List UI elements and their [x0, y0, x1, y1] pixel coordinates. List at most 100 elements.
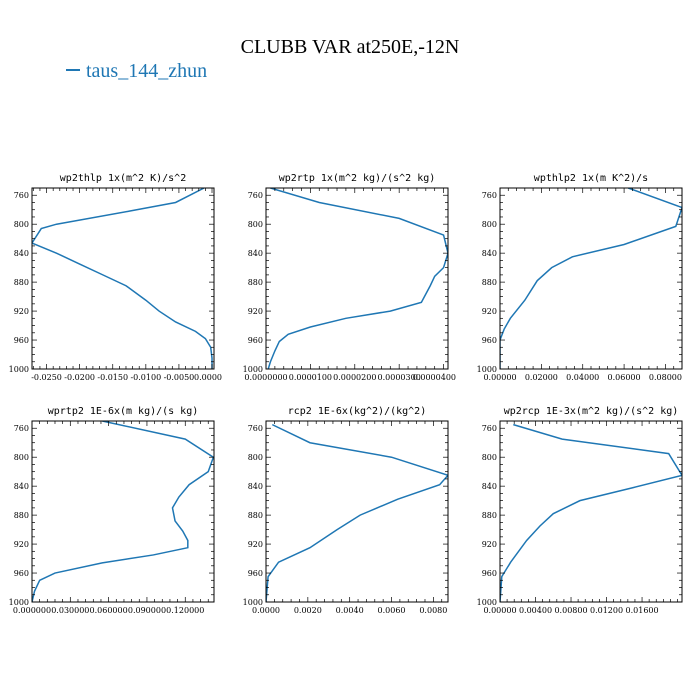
x-tick-label: 0.0020	[294, 606, 322, 615]
y-tick-label: 880	[14, 278, 29, 287]
x-tick-label: 0.04000	[566, 373, 599, 382]
legend: taus_144_zhun	[66, 60, 207, 83]
y-tick-label: 880	[14, 511, 29, 520]
x-tick-label: 0.06000	[608, 373, 641, 382]
x-tick-label: 0.01200	[590, 606, 623, 615]
panel-title: wp2rtp 1x(m^2 kg)/(s^2 kg)	[279, 173, 436, 184]
y-tick-label: 880	[482, 511, 497, 520]
x-tick-label: -0.0100	[130, 373, 161, 382]
series-line	[32, 421, 214, 602]
x-tick-label: 0.0000300	[378, 373, 421, 382]
y-tick-label: 760	[482, 191, 497, 200]
x-tick-label: 0.0000000	[244, 373, 287, 382]
plot-frame	[31, 187, 215, 370]
y-tick-label: 920	[482, 307, 497, 316]
y-tick-label: 880	[248, 278, 263, 287]
y-tick-label: 760	[248, 191, 263, 200]
x-tick-label: -0.0150	[97, 373, 128, 382]
y-tick-label: 920	[248, 307, 263, 316]
x-tick-label: -0.0050	[164, 373, 195, 382]
chart-panel-2: wp2rtp 1x(m^2 kg)/(s^2 kg) 760 800 840 880 92…	[243, 173, 456, 382]
panel-title: wp2thlp 1x(m^2 K)/s^2	[60, 173, 186, 184]
y-tick-label: 760	[482, 424, 497, 433]
series-line	[267, 188, 448, 369]
y-tick-label: 1000	[477, 598, 497, 607]
x-tick-label: 0.0040	[336, 606, 364, 615]
x-tick-label: 0.000000	[13, 606, 51, 615]
chart-panel-6: wp2rcp 1E-3x(m^2 kg)/(s^2 kg) 760 800 840 88…	[477, 406, 683, 615]
x-tick-label: 0.00000	[483, 373, 516, 382]
y-tick-label: 960	[14, 569, 29, 578]
y-tick-label: 880	[482, 278, 497, 287]
y-tick-label: 920	[14, 540, 29, 549]
y-tick-label: 1000	[243, 598, 263, 607]
y-tick-label: 1000	[9, 598, 29, 607]
y-tick-label: 1000	[243, 365, 263, 374]
chart-panel-4: wprtp2 1E-6x(m kg)/(s kg) 760 800 840 880 920…	[9, 406, 215, 615]
y-tick-label: 920	[248, 540, 263, 549]
y-tick-label: 800	[482, 220, 497, 229]
series-line	[500, 423, 682, 602]
x-tick-label: -0.0200	[64, 373, 95, 382]
y-tick-label: 800	[482, 453, 497, 462]
y-tick-label: 760	[248, 424, 263, 433]
x-tick-label: 0.0000100	[289, 373, 332, 382]
y-tick-label: 760	[14, 424, 29, 433]
y-tick-label: 1000	[477, 365, 497, 374]
y-tick-label: 960	[482, 336, 497, 345]
y-tick-label: 800	[248, 453, 263, 462]
y-tick-label: 920	[482, 540, 497, 549]
legend-label: taus_144_zhun	[86, 60, 208, 82]
x-tick-label: 0.030000	[51, 606, 89, 615]
x-tick-label: 0.0060	[378, 606, 406, 615]
plot-frame	[265, 420, 449, 603]
panel-title: wp2rcp 1E-3x(m^2 kg)/(s^2 kg)	[504, 406, 679, 417]
y-tick-label: 760	[14, 191, 29, 200]
chart-panel-5: rcp2 1E-6x(kg^2)/(kg^2) 760 800 840 880 920 96…	[243, 406, 449, 615]
y-tick-label: 800	[248, 220, 263, 229]
y-tick-label: 1000	[9, 365, 29, 374]
y-tick-label: 960	[248, 336, 263, 345]
x-tick-label: 0.02000	[525, 373, 558, 382]
y-tick-label: 840	[482, 249, 497, 258]
series-line	[500, 188, 682, 369]
y-tick-label: 800	[14, 220, 29, 229]
y-tick-label: 880	[248, 511, 263, 520]
x-tick-label: 0.090000	[128, 606, 166, 615]
x-tick-label: 0.0000400	[413, 373, 456, 382]
y-tick-label: 840	[248, 482, 263, 491]
panel-title: wpthlp2 1x(m K^2)/s	[534, 173, 648, 184]
x-tick-label: 0.120000	[166, 606, 204, 615]
panel-title: rcp2 1E-6x(kg^2)/(kg^2)	[288, 406, 426, 417]
series-line	[32, 188, 213, 369]
panel-title: wprtp2 1E-6x(m kg)/(s kg)	[48, 406, 199, 417]
x-tick-label: 0.0000200	[333, 373, 376, 382]
chart-panel-3: wpthlp2 1x(m K^2)/s 760 800 840 880 920 960 100…	[477, 173, 683, 382]
x-tick-label: 0.00000	[483, 606, 516, 615]
chart-panel-1: wp2thlp 1x(m^2 K)/s^2 760 800 840 880 920 960 1…	[9, 173, 222, 382]
x-tick-label: 0.0080	[419, 606, 447, 615]
legend-swatch	[66, 69, 80, 72]
x-tick-label: 0.060000	[90, 606, 128, 615]
y-tick-label: 960	[248, 569, 263, 578]
x-tick-label: 0.01600	[626, 606, 659, 615]
y-tick-label: 920	[14, 307, 29, 316]
y-tick-label: 840	[248, 249, 263, 258]
y-tick-label: 800	[14, 453, 29, 462]
x-tick-label: 0.00800	[554, 606, 587, 615]
x-tick-label: -0.0250	[31, 373, 62, 382]
y-tick-label: 960	[14, 336, 29, 345]
plot-frame	[499, 187, 683, 370]
series-line	[266, 423, 448, 602]
page-title: CLUBB VAR at250E,-12N	[240, 36, 460, 58]
x-tick-label: 0.00400	[519, 606, 552, 615]
plot-frame	[499, 420, 683, 603]
x-tick-label: 0.08000	[649, 373, 682, 382]
y-tick-label: 840	[14, 249, 29, 258]
plot-frame	[265, 187, 449, 370]
y-tick-label: 840	[14, 482, 29, 491]
plot-frame	[31, 420, 215, 603]
x-tick-label: 0.0000	[252, 606, 280, 615]
y-tick-label: 840	[482, 482, 497, 491]
